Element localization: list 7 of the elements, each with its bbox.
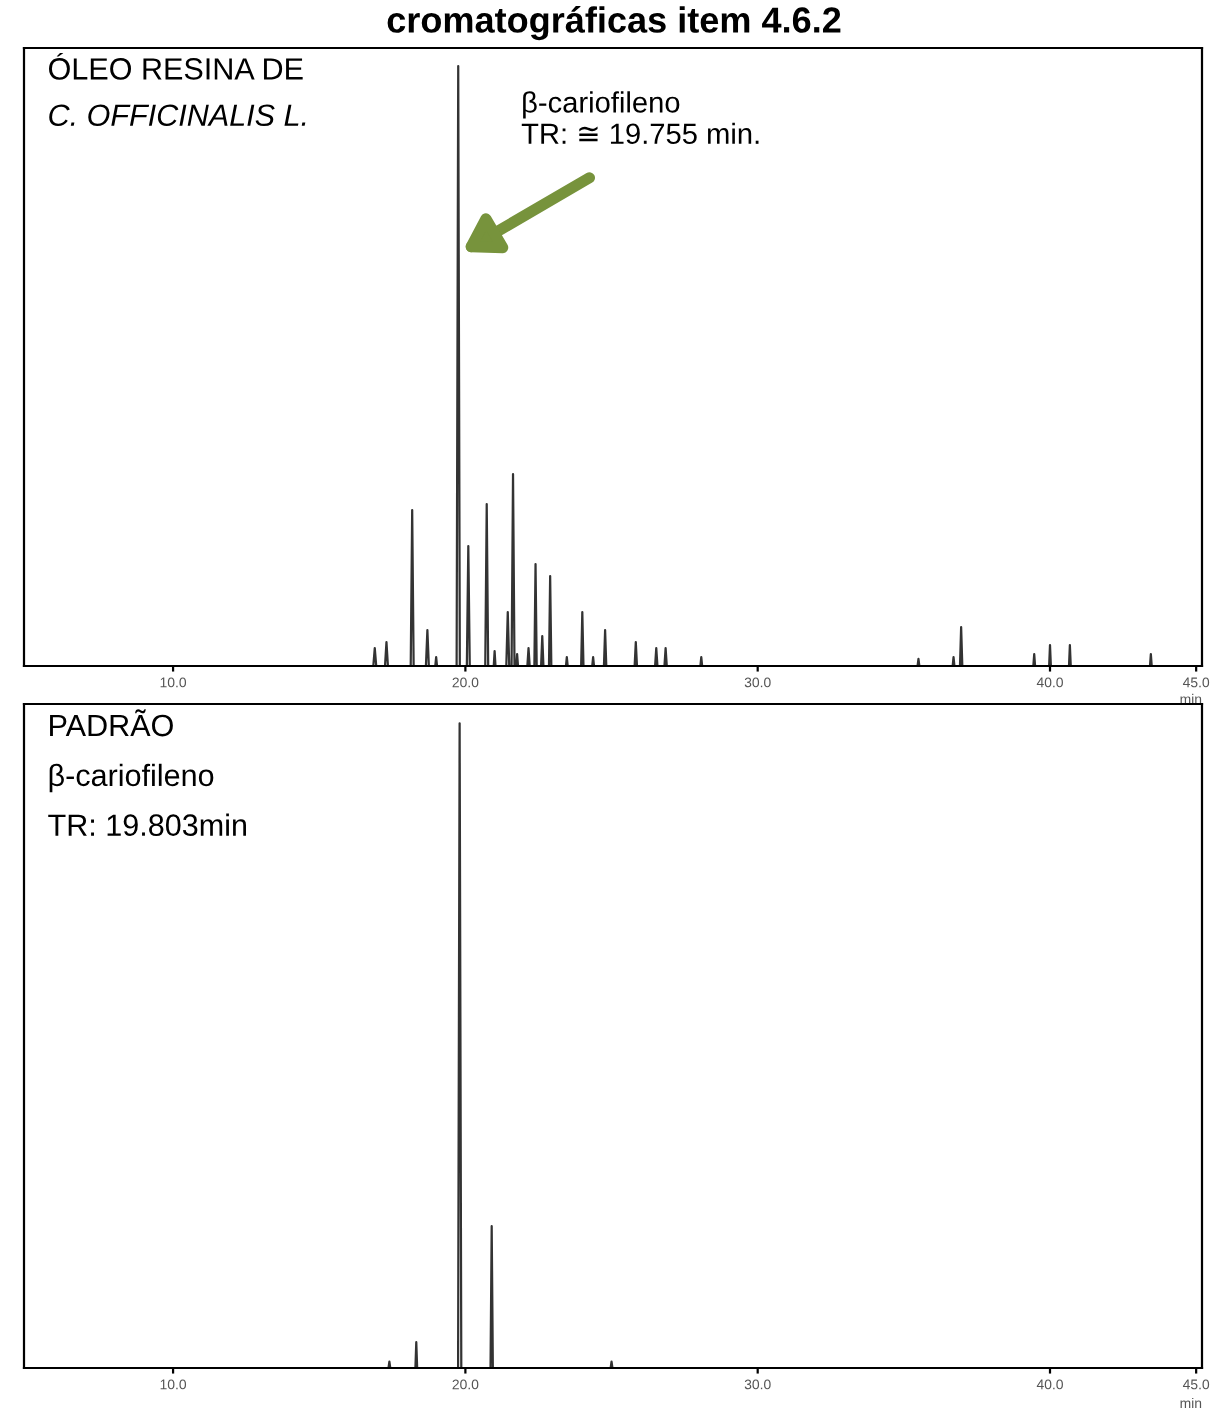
annotation: β-cariofileno TR: ≅ 19.755 min. xyxy=(521,91,759,145)
annotation: C. OFFICINALIS L. xyxy=(49,104,306,127)
chart-title: cromatográficas item 4.6.2 xyxy=(387,6,841,41)
annotation: ÓLEO RESINA DE xyxy=(49,52,303,80)
annotation: PADRÃO xyxy=(50,709,173,737)
annotation: β-cariofileno xyxy=(49,763,214,793)
annotation: TR: 19.803min xyxy=(48,813,246,836)
